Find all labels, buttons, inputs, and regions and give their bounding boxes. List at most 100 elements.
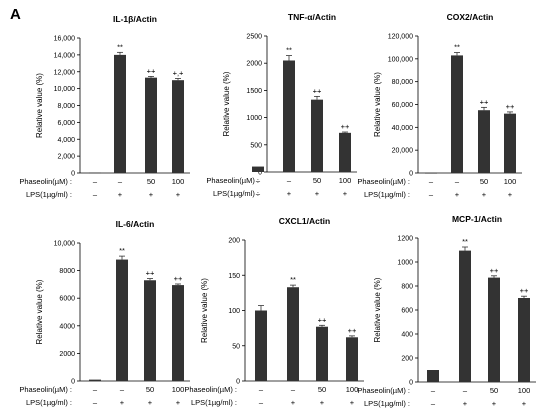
phaseolin-dose: – [259, 385, 264, 394]
phaseolin-dose: 50 [313, 176, 321, 185]
lps-row-label: LPS(1µg/ml) : [364, 190, 410, 199]
y-tick-label: 50 [232, 343, 240, 350]
bar [459, 250, 471, 382]
y-axis-label: Relative value (%) [222, 71, 231, 136]
phaseolin-dose: – [120, 385, 125, 394]
chart-title: CXCL1/Actin [279, 216, 330, 226]
bar [287, 287, 299, 381]
y-tick-label: 8000 [59, 268, 75, 275]
y-tick-label: 100 [228, 308, 240, 315]
bar [172, 285, 184, 381]
phaseolin-dose: 100 [346, 385, 359, 394]
y-tick-label: 60,000 [392, 102, 414, 109]
lps-value: – [259, 398, 264, 407]
lps-value: + [176, 398, 181, 407]
bar [425, 172, 437, 174]
lps-value: + [118, 190, 123, 199]
y-tick-label: 20,000 [392, 148, 414, 155]
y-axis-label: Relative value (%) [35, 279, 44, 344]
bar [451, 55, 463, 173]
lps-value: + [176, 190, 181, 199]
y-tick-label: 500 [250, 142, 262, 149]
bar [116, 259, 128, 381]
bar [114, 54, 126, 173]
significance-label: ++ [341, 122, 350, 131]
bar [311, 99, 323, 172]
lps-value: + [120, 398, 125, 407]
phaseolin-row-label: Phaseolin(µM) : [206, 176, 259, 185]
y-tick-label: 200 [401, 356, 413, 363]
lps-value: + [492, 399, 497, 408]
bar [504, 113, 516, 173]
lps-value: + [287, 189, 292, 198]
lps-value: + [149, 190, 154, 199]
phaseolin-dose: 50 [490, 386, 498, 395]
lps-row-label: LPS(1µg/ml) : [191, 398, 237, 407]
bar [488, 277, 500, 382]
significance-label: ** [119, 246, 125, 255]
phaseolin-dose: – [291, 385, 296, 394]
y-tick-label: 2000 [246, 61, 262, 68]
y-tick-label: 2000 [59, 351, 75, 358]
phaseolin-dose: 50 [480, 177, 488, 186]
y-tick-label: 0 [71, 171, 75, 178]
lps-value: – [429, 190, 434, 199]
chart-title: MCP-1/Actin [452, 214, 502, 224]
phaseolin-dose: – [93, 385, 98, 394]
phaseolin-dose: – [463, 386, 468, 395]
lps-row-label: LPS(1µg/ml) : [213, 189, 259, 198]
y-tick-label: 0 [258, 170, 262, 177]
y-tick-label: 2,000 [57, 154, 75, 161]
bar [172, 80, 184, 173]
y-tick-label: 4000 [59, 323, 75, 330]
y-tick-label: 100,000 [388, 56, 413, 63]
phaseolin-dose: 50 [318, 385, 326, 394]
lps-row-label: LPS(1µg/ml) : [26, 190, 72, 199]
chart-title: COX2/Actin [447, 12, 494, 22]
y-tick-label: 1000 [397, 260, 413, 267]
phaseolin-dose: 100 [518, 386, 531, 395]
lps-value: + [320, 398, 325, 407]
lps-value: + [291, 398, 296, 407]
y-axis-label: Relative value (%) [200, 278, 209, 343]
panel-label: A [10, 6, 21, 23]
lps-value: + [455, 190, 460, 199]
y-tick-label: 1200 [397, 236, 413, 243]
significance-label: +,+ [173, 69, 184, 78]
bar [89, 172, 101, 174]
phaseolin-row-label: Phaseolin(µM) : [19, 177, 72, 186]
chart-title: TNF-α/Actin [288, 12, 336, 22]
bar [145, 77, 157, 173]
lps-row-label: LPS(1µg/ml) : [26, 398, 72, 407]
bar [478, 110, 490, 173]
significance-label: ++ [480, 97, 489, 106]
y-tick-label: 40,000 [392, 125, 414, 132]
significance-label: ++ [506, 102, 515, 111]
bar [346, 337, 358, 381]
significance-label: ++ [348, 326, 357, 335]
chart-title: IL-1β/Actin [113, 14, 157, 24]
y-axis-label: Relative value (%) [373, 72, 382, 137]
phaseolin-dose: – [455, 177, 460, 186]
lps-value: + [463, 399, 468, 408]
y-tick-label: 80,000 [392, 79, 414, 86]
phaseolin-dose: 50 [147, 177, 155, 186]
y-tick-label: 6,000 [57, 120, 75, 127]
phaseolin-dose: 100 [339, 176, 352, 185]
y-tick-label: 200 [228, 238, 240, 245]
chart-title: IL-6/Actin [116, 219, 155, 229]
phaseolin-row-label: Phaseolin(µM) : [19, 385, 72, 394]
bar [316, 326, 328, 381]
y-tick-label: 0 [71, 379, 75, 386]
bar [144, 280, 156, 381]
y-tick-label: 12,000 [54, 69, 76, 76]
phaseolin-dose: – [287, 176, 292, 185]
significance-label: ++ [147, 66, 156, 75]
phaseolin-row-label: Phaseolin(µM) : [357, 386, 410, 395]
significance-label: ++ [313, 86, 322, 95]
y-tick-label: 1500 [246, 88, 262, 95]
lps-value: + [350, 398, 355, 407]
y-tick-label: 6000 [59, 296, 75, 303]
y-tick-label: 0 [409, 380, 413, 387]
phaseolin-dose: 100 [504, 177, 517, 186]
